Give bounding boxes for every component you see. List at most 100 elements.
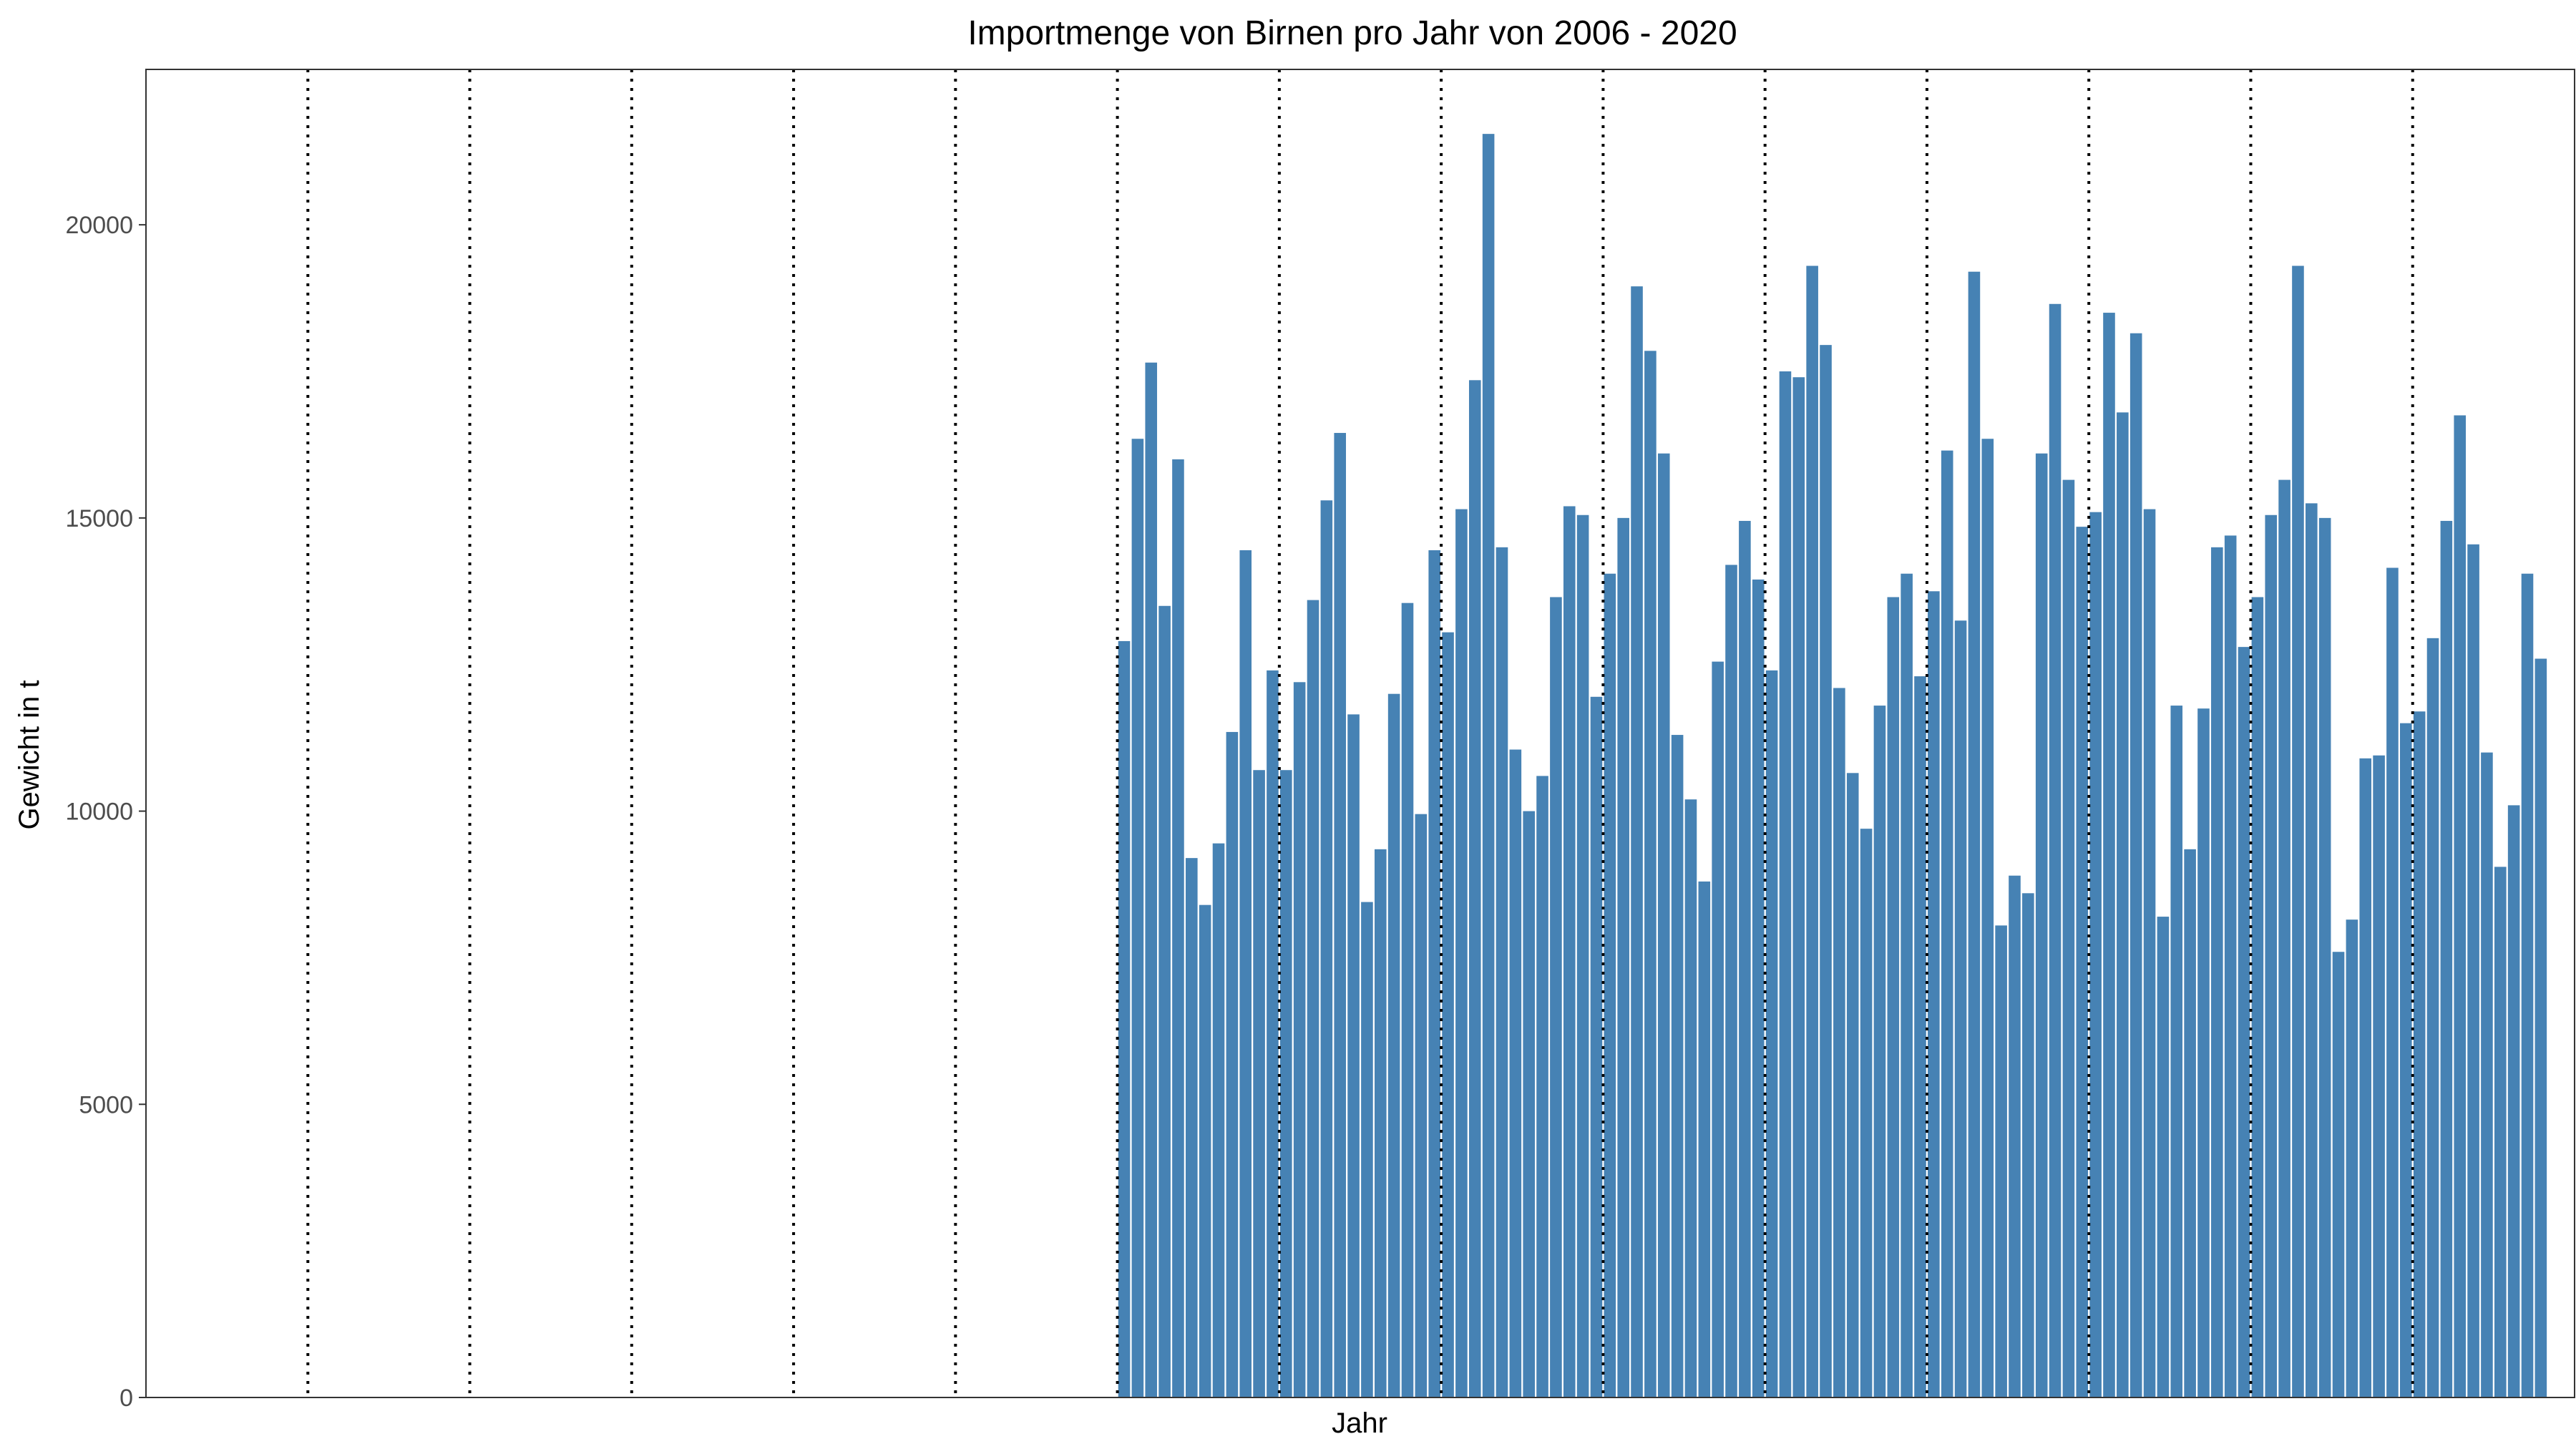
bar xyxy=(1914,676,1926,1397)
bar xyxy=(1725,565,1737,1398)
bar xyxy=(2129,333,2142,1397)
bar xyxy=(2481,752,2493,1397)
bar xyxy=(2521,573,2534,1398)
bar xyxy=(2157,917,2170,1397)
bar xyxy=(1118,640,1131,1398)
bar xyxy=(1293,682,1306,1397)
bar xyxy=(2035,453,2048,1397)
bar xyxy=(1374,849,1387,1397)
bar xyxy=(2507,805,2520,1397)
y-tick-label: 5000 xyxy=(79,1091,133,1118)
bar xyxy=(2534,658,2547,1397)
bar xyxy=(2359,758,2372,1397)
bar xyxy=(1509,749,1522,1397)
bar xyxy=(1995,925,2007,1397)
bar xyxy=(2413,711,2426,1397)
y-tick-label: 10000 xyxy=(65,799,133,826)
bar xyxy=(1820,345,1832,1397)
bar xyxy=(2278,479,2290,1397)
bar xyxy=(1442,632,1454,1397)
bar xyxy=(1968,271,1981,1398)
bar xyxy=(2022,893,2034,1397)
bar xyxy=(1901,573,1913,1398)
bar xyxy=(1833,688,1845,1397)
bar xyxy=(1698,881,1711,1397)
bar xyxy=(1765,670,1778,1397)
bar xyxy=(1415,814,1428,1397)
chart-title: Importmenge von Birnen pro Jahr von 2006… xyxy=(967,14,1737,52)
y-tick-label: 15000 xyxy=(65,505,133,532)
bar xyxy=(2170,706,2183,1397)
bar xyxy=(1428,550,1440,1398)
bar xyxy=(2400,723,2412,1397)
bar xyxy=(1860,829,1873,1397)
bar xyxy=(2306,503,2318,1397)
bar xyxy=(2238,647,2250,1397)
bar xyxy=(1158,605,1171,1397)
bar xyxy=(2143,509,2156,1397)
bar xyxy=(2426,638,2439,1397)
bar xyxy=(1172,459,1184,1398)
bar xyxy=(2197,708,2210,1397)
bar xyxy=(1739,520,1751,1398)
bar xyxy=(1496,547,1508,1397)
bar xyxy=(2265,514,2278,1397)
bar xyxy=(1482,134,1495,1397)
bar xyxy=(1387,693,1400,1397)
bar xyxy=(2103,313,2115,1397)
bar xyxy=(2318,517,2331,1397)
bar xyxy=(1684,799,1697,1397)
bar xyxy=(2062,479,2075,1397)
bar xyxy=(1536,776,1548,1397)
bar xyxy=(1280,770,1292,1397)
bar xyxy=(1253,770,1265,1397)
bar xyxy=(1873,706,1886,1397)
bar xyxy=(1846,773,1859,1397)
bar xyxy=(1576,514,1589,1397)
bar xyxy=(2251,597,2264,1397)
bar xyxy=(2076,527,2089,1397)
bar xyxy=(2089,512,2102,1398)
bar xyxy=(1550,597,1562,1397)
bar xyxy=(1657,453,1670,1397)
bar xyxy=(1617,517,1629,1397)
bar xyxy=(2494,867,2507,1397)
bar xyxy=(2292,265,2304,1397)
y-axis-label: Gewicht in t xyxy=(14,680,45,830)
plot-area xyxy=(306,69,2547,1398)
x-axis-label: Jahr xyxy=(1332,1407,1387,1439)
bar xyxy=(1941,450,1953,1397)
bar xyxy=(1131,439,1144,1397)
bar xyxy=(2049,303,2062,1397)
bar xyxy=(1631,286,1643,1398)
y-tick-label: 20000 xyxy=(65,212,133,239)
bar xyxy=(1981,439,1994,1397)
bar xyxy=(2117,412,2129,1397)
bar xyxy=(1779,371,1792,1397)
bar xyxy=(1226,731,1239,1397)
bar xyxy=(1468,380,1481,1397)
bar xyxy=(1523,811,1535,1397)
bar xyxy=(1401,602,1414,1398)
bar xyxy=(2373,755,2385,1397)
y-axis: 0 5000 10000 15000 20000 xyxy=(65,212,146,1412)
bar xyxy=(1590,696,1603,1397)
bar xyxy=(2467,544,2479,1397)
bar xyxy=(1644,351,1657,1397)
bar xyxy=(1320,500,1333,1397)
bar xyxy=(1792,377,1805,1398)
bar xyxy=(2346,919,2358,1397)
bar xyxy=(1361,902,1373,1397)
bar xyxy=(2009,875,2021,1397)
bar xyxy=(1212,843,1225,1397)
bar xyxy=(2184,849,2196,1397)
bar xyxy=(1954,620,1967,1397)
panel-border xyxy=(145,69,2575,1398)
bar xyxy=(2224,535,2237,1398)
bar xyxy=(2386,567,2399,1397)
bar xyxy=(1887,597,1900,1397)
bar xyxy=(1563,506,1576,1397)
bar xyxy=(1347,714,1360,1397)
bar xyxy=(1334,433,1347,1397)
